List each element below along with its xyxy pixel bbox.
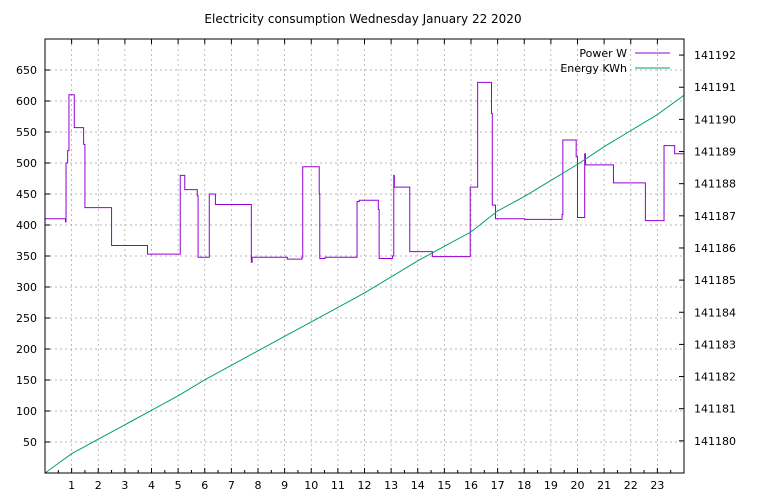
y-tick-label: 100 xyxy=(16,405,37,418)
y-tick-label: 600 xyxy=(16,95,37,108)
x-tick-label: 4 xyxy=(148,479,155,492)
y2-tick-label: 141185 xyxy=(694,274,736,287)
plot-area xyxy=(44,81,685,474)
y-tick-label: 250 xyxy=(16,312,37,325)
y-tick-label: 350 xyxy=(16,250,37,263)
y2-tick-label: 141186 xyxy=(694,242,736,255)
y-tick-label: 50 xyxy=(23,436,37,449)
y2-tick-label: 141187 xyxy=(694,210,736,223)
y2-tick-label: 141181 xyxy=(694,403,736,416)
legend: Power W Energy KWh xyxy=(560,47,670,75)
x-tick-label: 8 xyxy=(255,479,262,492)
y-tick-label: 650 xyxy=(16,64,37,77)
y2-tick-label: 141183 xyxy=(694,338,736,351)
x-tick-label: 15 xyxy=(437,479,451,492)
x-tick-label: 21 xyxy=(597,479,611,492)
x-tick-label: 18 xyxy=(517,479,531,492)
x-tick-label: 22 xyxy=(624,479,638,492)
series-line-power xyxy=(45,81,684,263)
x-tick-label: 2 xyxy=(95,479,102,492)
x-tick-label: 1 xyxy=(68,479,75,492)
x-tick-label: 6 xyxy=(201,479,208,492)
x-tick-label: 19 xyxy=(544,479,558,492)
y2-tick-label: 141180 xyxy=(694,435,736,448)
y2-tick-label: 141190 xyxy=(694,113,736,126)
y-tick-label: 200 xyxy=(16,343,37,356)
y-tick-label: 550 xyxy=(16,126,37,139)
x-tick-label: 5 xyxy=(175,479,182,492)
y2-tick-label: 141189 xyxy=(694,146,736,159)
x-tick-label: 23 xyxy=(650,479,664,492)
x-tick-label: 7 xyxy=(228,479,235,492)
grid xyxy=(45,39,684,473)
y2-tick-label: 141192 xyxy=(694,49,736,62)
x-tick-label: 12 xyxy=(358,479,372,492)
series-line-energy xyxy=(44,94,685,474)
x-tick-label: 11 xyxy=(331,479,345,492)
x-tick-label: 9 xyxy=(281,479,288,492)
x-tick-label: 17 xyxy=(491,479,505,492)
y2-tick-label: 141184 xyxy=(694,306,736,319)
x-tick-label: 10 xyxy=(304,479,318,492)
y-tick-label: 150 xyxy=(16,374,37,387)
legend-label: Energy KWh xyxy=(560,62,627,75)
y2-tick-label: 141182 xyxy=(694,371,736,384)
axis-ticks: 1 2 3 4 5 6 7 8 9 10 11 12 13 14 15 16 17 18 19 20 21 22 23501… xyxy=(16,39,736,492)
chart-title: Electricity consumption Wednesday Januar… xyxy=(204,12,521,26)
y-tick-label: 450 xyxy=(16,188,37,201)
y-tick-label: 400 xyxy=(16,219,37,232)
y-tick-label: 500 xyxy=(16,157,37,170)
legend-label: Power W xyxy=(579,47,627,60)
x-tick-label: 13 xyxy=(384,479,398,492)
x-tick-label: 20 xyxy=(571,479,585,492)
x-tick-label: 3 xyxy=(121,479,128,492)
x-tick-label: 16 xyxy=(464,479,478,492)
y2-tick-label: 141188 xyxy=(694,178,736,191)
y2-tick-label: 141191 xyxy=(694,81,736,94)
x-tick-label: 14 xyxy=(411,479,425,492)
y-tick-label: 300 xyxy=(16,281,37,294)
